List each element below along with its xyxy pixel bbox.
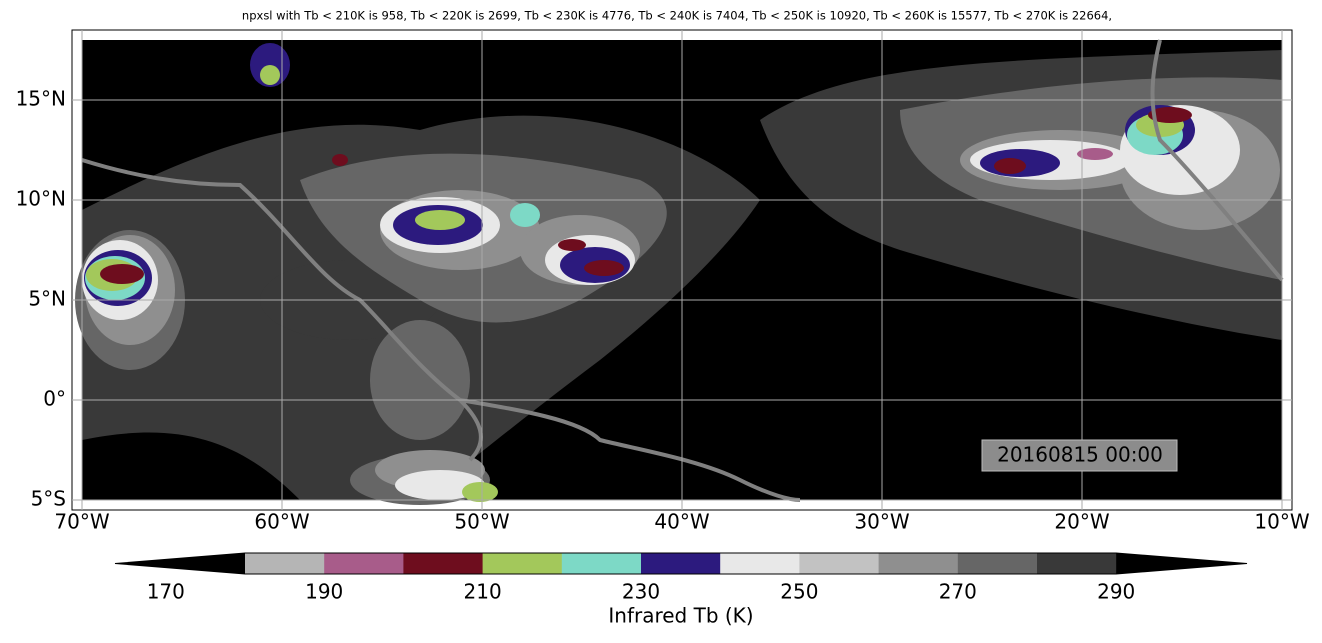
colorbar-segment	[957, 553, 1038, 574]
colorbar-tick-label: 230	[622, 580, 660, 604]
satellite-image	[75, 39, 1284, 505]
colorbar-segment	[482, 553, 563, 574]
lat-tick-label: 15°N	[16, 87, 66, 111]
colorbar-segment	[720, 553, 800, 574]
colorbar-tick-label: 170	[147, 580, 185, 604]
lat-tick-label: 5°N	[28, 287, 66, 311]
colorbar-segment	[561, 553, 642, 574]
lon-tick-label: 40°W	[654, 510, 709, 534]
title: npxsl with Tb < 210K is 958, Tb < 220K i…	[242, 9, 1112, 23]
lat-tick-label: 10°N	[16, 187, 66, 211]
colorbar-segment	[878, 553, 959, 574]
timestamp-box: 20160815 00:00	[981, 439, 1178, 472]
colorbar-segment	[1037, 553, 1117, 574]
colorbar-extend	[1116, 553, 1247, 574]
timestamp: 20160815 00:00	[997, 443, 1163, 467]
colorbar-segment	[245, 553, 325, 574]
colorbar-tick-label: 250	[780, 580, 818, 604]
lon-tick-label: 20°W	[1054, 510, 1109, 534]
colorbar-tick-label: 290	[1097, 580, 1135, 604]
lon-tick-label: 60°W	[254, 510, 309, 534]
colorbar: 170 190 210 230 250 270 290	[114, 552, 1248, 604]
lon-tick-label: 30°W	[854, 510, 909, 534]
lon-tick-label: 50°W	[454, 510, 509, 534]
colorbar-outline	[114, 552, 1248, 575]
colorbar-label: Infrared Tb (K)	[608, 604, 753, 628]
lon-tick-label: 70°W	[54, 510, 109, 534]
colorbar-tick-label: 210	[464, 580, 502, 604]
colorbar-extend	[115, 553, 245, 574]
lat-tick-label: 0°	[43, 387, 66, 411]
colorbar-segment	[324, 553, 404, 574]
lat-tick-label: 5°S	[31, 487, 66, 511]
lon-tick-label: 10°W	[1254, 510, 1309, 534]
colorbar-segment	[799, 553, 880, 574]
grid: 70°W 60°W 50°W 40°W 30°W 20°W 10°W 15°N 10°N 5°N 0…	[16, 30, 1310, 534]
colorbar-tick-label: 190	[305, 580, 343, 604]
colorbar-segment	[641, 553, 721, 574]
colorbar-tick-label: 270	[939, 580, 977, 604]
colorbar-segment	[403, 553, 484, 574]
